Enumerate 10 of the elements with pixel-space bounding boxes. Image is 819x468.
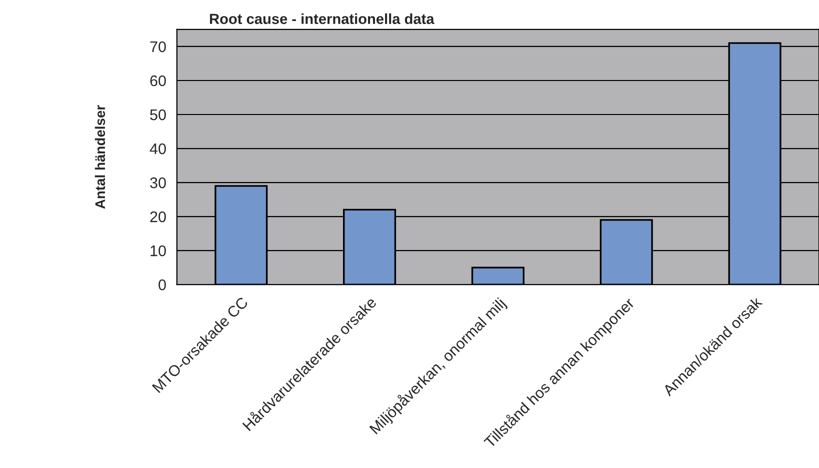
y-tick-label: 50: [150, 109, 166, 120]
chart-title: Root cause - internationella data: [210, 13, 434, 24]
y-axis-title: Antal händelser: [94, 105, 106, 209]
y-tick-label: 60: [150, 75, 166, 86]
y-tick-label: 70: [150, 41, 166, 52]
y-tick-label: 0: [158, 279, 166, 290]
y-tick-label: 20: [150, 211, 166, 222]
y-tick-label: 40: [150, 143, 166, 154]
y-tick-label: 10: [150, 245, 166, 256]
y-tick-label: 30: [150, 177, 166, 188]
